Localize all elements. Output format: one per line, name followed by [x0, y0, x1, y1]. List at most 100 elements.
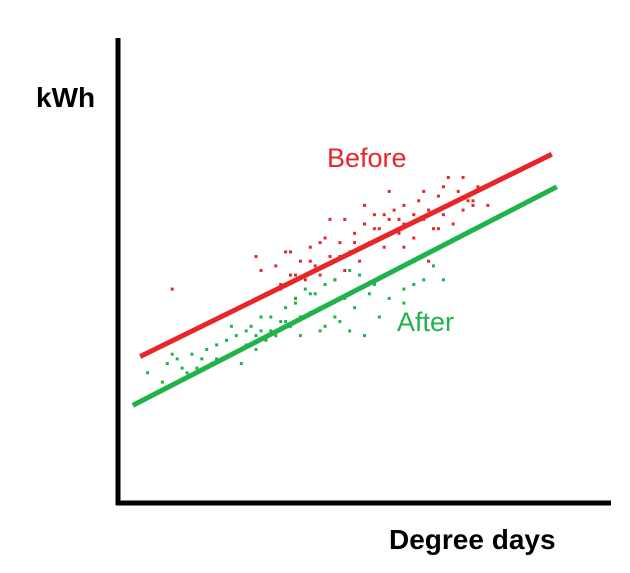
data-point-after-9 [215, 343, 219, 347]
data-point-before-67 [372, 227, 376, 231]
data-point-before-27 [387, 217, 391, 221]
data-point-before-47 [402, 245, 406, 249]
data-point-before-59 [308, 259, 312, 263]
data-point-after-39 [363, 334, 366, 338]
data-point-after-25 [294, 296, 297, 300]
data-point-before-2 [259, 269, 263, 272]
data-point-before-41 [456, 189, 460, 193]
data-point-after-42 [387, 296, 391, 300]
data-point-before-20 [353, 231, 357, 235]
data-point-before-30 [402, 203, 406, 207]
data-point-before-54 [471, 199, 475, 203]
data-point-before-42 [461, 208, 465, 212]
data-point-after-57 [323, 324, 327, 328]
data-point-after-54 [229, 324, 233, 328]
trend-lines [131, 152, 558, 408]
data-point-before-60 [294, 273, 297, 277]
data-point-after-2 [165, 362, 169, 365]
data-point-before-65 [471, 203, 475, 207]
data-point-before-36 [432, 227, 435, 231]
data-point-before-4 [274, 264, 278, 268]
data-point-after-55 [348, 329, 352, 333]
data-point-after-41 [377, 315, 381, 319]
data-point-before-0 [170, 287, 174, 291]
data-point-before-44 [476, 185, 480, 189]
data-point-after-3 [175, 357, 179, 361]
data-point-before-40 [451, 222, 455, 226]
data-point-before-22 [363, 222, 366, 226]
data-point-after-45 [422, 278, 426, 282]
data-point-before-7 [289, 273, 292, 277]
data-point-after-23 [284, 306, 288, 310]
data-point-after-5 [190, 352, 194, 356]
data-point-before-24 [372, 213, 376, 217]
data-point-after-13 [234, 334, 238, 338]
data-point-after-64 [200, 357, 204, 361]
data-point-after-19 [264, 338, 268, 342]
data-point-before-37 [436, 194, 440, 198]
data-point-after-36 [348, 269, 352, 272]
data-point-after-60 [269, 329, 273, 333]
data-point-before-28 [392, 208, 396, 212]
data-point-after-29 [313, 292, 317, 296]
data-point-before-9 [298, 259, 302, 263]
data-point-before-58 [318, 241, 322, 245]
data-point-after-1 [160, 380, 164, 384]
data-point-after-18 [259, 329, 263, 333]
y-axis-label: kWh [36, 82, 95, 113]
data-point-before-32 [412, 236, 416, 240]
data-point-before-18 [343, 217, 347, 221]
data-point-after-44 [412, 283, 416, 286]
data-point-after-58 [298, 334, 302, 338]
data-point-before-13 [318, 273, 322, 277]
data-point-before-43 [466, 199, 470, 203]
data-point-before-57 [353, 241, 357, 245]
data-point-after-49 [333, 315, 337, 319]
data-point-before-11 [308, 245, 312, 249]
data-point-after-22 [279, 320, 283, 324]
data-point-after-11 [225, 338, 228, 342]
data-point-after-30 [318, 329, 322, 333]
data-point-after-59 [284, 320, 288, 324]
data-point-after-37 [353, 306, 357, 310]
data-point-before-48 [363, 203, 366, 207]
data-point-before-38 [441, 213, 445, 217]
data-point-after-17 [254, 348, 258, 351]
data-point-after-56 [372, 283, 376, 286]
data-point-after-14 [239, 362, 243, 365]
data-point-after-34 [338, 320, 342, 324]
data-point-before-53 [446, 176, 450, 179]
data-point-after-27 [303, 287, 307, 291]
data-point-before-49 [343, 269, 347, 272]
data-point-after-65 [180, 366, 184, 370]
data-point-after-43 [402, 287, 406, 291]
data-point-after-47 [402, 301, 406, 305]
data-point-after-67 [170, 352, 174, 356]
data-point-after-16 [249, 324, 253, 328]
data-point-before-25 [377, 227, 381, 231]
data-points [146, 176, 490, 384]
data-point-before-15 [328, 255, 332, 258]
trend-line-before [139, 152, 553, 359]
data-point-after-6 [195, 366, 199, 370]
data-point-before-6 [284, 250, 288, 254]
data-point-after-4 [185, 371, 189, 375]
data-point-after-52 [259, 315, 263, 319]
data-point-before-45 [486, 203, 490, 207]
data-point-after-21 [274, 334, 278, 338]
data-point-before-5 [279, 283, 283, 286]
data-point-before-69 [441, 185, 445, 189]
data-point-before-10 [303, 278, 307, 282]
data-point-before-63 [436, 227, 440, 231]
data-point-before-52 [422, 189, 426, 193]
data-point-before-46 [427, 259, 431, 263]
trend-line-after [131, 184, 558, 408]
data-point-after-63 [215, 357, 219, 361]
data-point-before-21 [358, 259, 362, 263]
data-point-before-26 [382, 245, 386, 249]
data-point-before-35 [427, 208, 431, 212]
data-point-before-50 [328, 217, 332, 221]
data-point-after-0 [146, 371, 150, 375]
data-point-before-1 [254, 255, 258, 258]
